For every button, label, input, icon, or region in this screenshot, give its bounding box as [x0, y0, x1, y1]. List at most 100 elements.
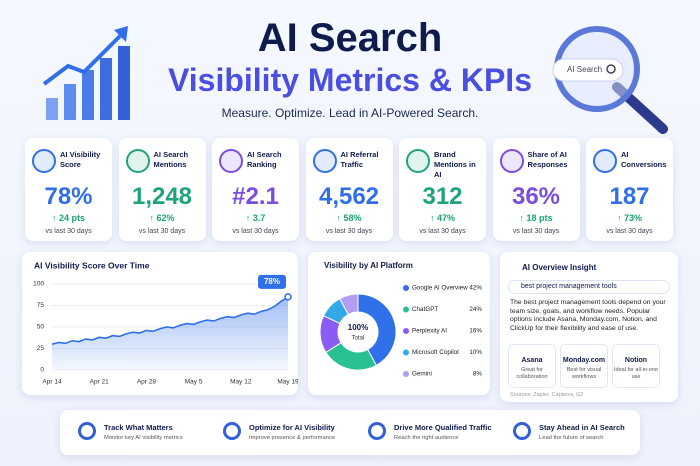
callout-label: 78% [264, 277, 280, 286]
x-tick-label: May 5 [185, 379, 203, 386]
footer-title: Stay Ahead in AI Search [539, 423, 625, 432]
kpi-change-text: 24 pts [59, 213, 86, 223]
kpi-period: vs last 30 days [232, 228, 279, 235]
kpi-label: AI Conversions [621, 150, 667, 169]
up-arrow: ↑ [336, 213, 344, 223]
x-tick-label: Apr 21 [90, 379, 110, 386]
footer-title: Track What Matters [104, 423, 173, 432]
kpi-value: 36% [511, 183, 561, 210]
kpi-label: AI Visibility Score [60, 150, 101, 169]
pie-panel: Visibility by AI Platform Google AI Overv… [308, 252, 490, 395]
y-tick-label: 25 [37, 345, 45, 352]
tool-name: Monday.com [562, 357, 606, 364]
value-label: 24% [469, 306, 482, 313]
kpi-icon [406, 149, 430, 173]
legend-label: Google AI Overview [412, 285, 468, 292]
pie-slice [357, 293, 397, 366]
footer-item: Stay Ahead in AI Search Lead the future o… [501, 410, 646, 455]
tool-desc: Ideal for all-in-one use [613, 367, 659, 380]
footer-desc: Improve presence & performance [249, 435, 336, 441]
kpi-period: vs last 30 days [606, 228, 653, 235]
legend-swatch [403, 371, 409, 377]
magnifier [552, 26, 668, 134]
pie-slice [339, 293, 359, 316]
kpi-change: ↑ 62% [119, 213, 206, 223]
kpi-card: Share of AI Responses 36% ↑ 18 pts vs last … [492, 138, 580, 241]
kpi-period: vs last 30 days [419, 228, 466, 235]
kpi-period: vs last 30 days [325, 228, 373, 235]
footer-title: Drive More Qualified Traffic [394, 423, 492, 432]
footer-item: Track What Matters Monitor key AI visibil… [66, 410, 211, 455]
kpi-card: AI Search Mentions 1,248 ↑ 62% vs last 30 d… [118, 138, 206, 241]
kpi-icon [312, 149, 337, 173]
kpi-change-text: 73% [624, 213, 643, 223]
kpi-change: ↑ 24 pts [25, 213, 112, 223]
footer-desc: Lead the future of search [539, 435, 604, 441]
insight-panel: AI Overview Insight best project managem… [500, 252, 678, 402]
x-tick-label: Apr 14 [42, 379, 62, 386]
kpi-value: 4,562 [318, 183, 380, 210]
insight-sources: Sources: Zapier, Capterra, G2 [510, 392, 584, 398]
footer-icon [78, 422, 96, 440]
kpi-change: ↑ 3.7 [212, 213, 299, 223]
kpi-value: 312 [422, 183, 463, 210]
insight-body: The best project management tools depend… [510, 299, 666, 332]
area [52, 296, 288, 370]
kpi-label: AI Search Ranking [247, 150, 282, 169]
kpi-value: 78% [44, 183, 93, 210]
footer-icon [223, 422, 241, 440]
kpi-label: Share of AI Responses [527, 150, 568, 169]
chart-title: AI Visibility Score Over Time [34, 260, 150, 270]
footer-title: Optimize for AI Visibility [249, 423, 335, 432]
tool-card: Notion Ideal for all-in-one use [612, 344, 660, 388]
insight-query: best project management tools [508, 280, 670, 294]
y-tick-label: 50 [37, 324, 45, 331]
legend-swatch [403, 328, 409, 334]
tool-desc: Great for collaboration [516, 367, 548, 380]
callout [258, 274, 286, 289]
kpi-change-text: 58% [343, 213, 362, 223]
search-placeholder: AI Search [567, 65, 603, 74]
kpi-icon [499, 149, 524, 173]
center-label: 100% [348, 323, 368, 332]
kpi-period: vs last 30 days [512, 228, 560, 235]
kpi-card: Brand Mentions in AI 312 ↑ 47% vs last 30 d… [399, 138, 486, 241]
legend-label: Gemini [412, 371, 432, 378]
up-arrow: ↑ [51, 213, 59, 223]
up-arrow: ↑ [429, 213, 437, 223]
footer-icon [513, 422, 531, 440]
value-label: 16% [469, 328, 482, 335]
kpi-icon [219, 149, 243, 173]
up-arrow: ↑ [519, 213, 527, 223]
legend-label: Perplexity AI [412, 328, 447, 335]
kpi-icon [593, 149, 617, 173]
line-panel: AI Visibility Score Over Time 0 25 50 75 100 A… [22, 252, 299, 395]
kpi-change: ↑ 18 pts [493, 213, 580, 223]
kpi-card: AI Search Ranking #2.1 ↑ 3.7 vs last 30 day… [212, 138, 299, 241]
kpi-label: AI Referral Traffic [340, 150, 379, 169]
footer-desc: Reach the right audience [394, 435, 459, 441]
kpi-change-text: 62% [156, 213, 175, 223]
growth-icon [42, 26, 130, 120]
footer-bar [60, 410, 640, 455]
kpi-change: ↑ 47% [399, 213, 486, 223]
footer-icon [368, 422, 386, 440]
up-arrow: ↑ [616, 213, 624, 223]
kpi-label: Brand Mentions in AI [434, 150, 476, 179]
kpi-icon [32, 149, 56, 173]
tagline: Measure. Optimize. Lead in AI-Powered Se… [221, 106, 479, 120]
tool-name: Asana [521, 357, 543, 364]
kpi-change: ↑ 58% [306, 213, 393, 223]
x-tick-label: May 19 [277, 379, 298, 386]
kpi-period: vs last 30 days [45, 228, 92, 235]
footer-item: Drive More Qualified Traffic Reach the ri… [356, 410, 501, 455]
legend-swatch [403, 349, 409, 356]
x-tick-label: Apr 28 [137, 379, 157, 386]
subtitle: Visibility Metrics & KPIs [168, 62, 532, 98]
footer-desc: Monitor key AI visibility metrics [104, 435, 183, 441]
y-tick-label: 100 [33, 281, 44, 288]
tool-card: Monday.com Best for visual workflows [560, 344, 608, 388]
up-arrow: ↑ [245, 213, 253, 223]
up-arrow: ↑ [149, 213, 157, 223]
